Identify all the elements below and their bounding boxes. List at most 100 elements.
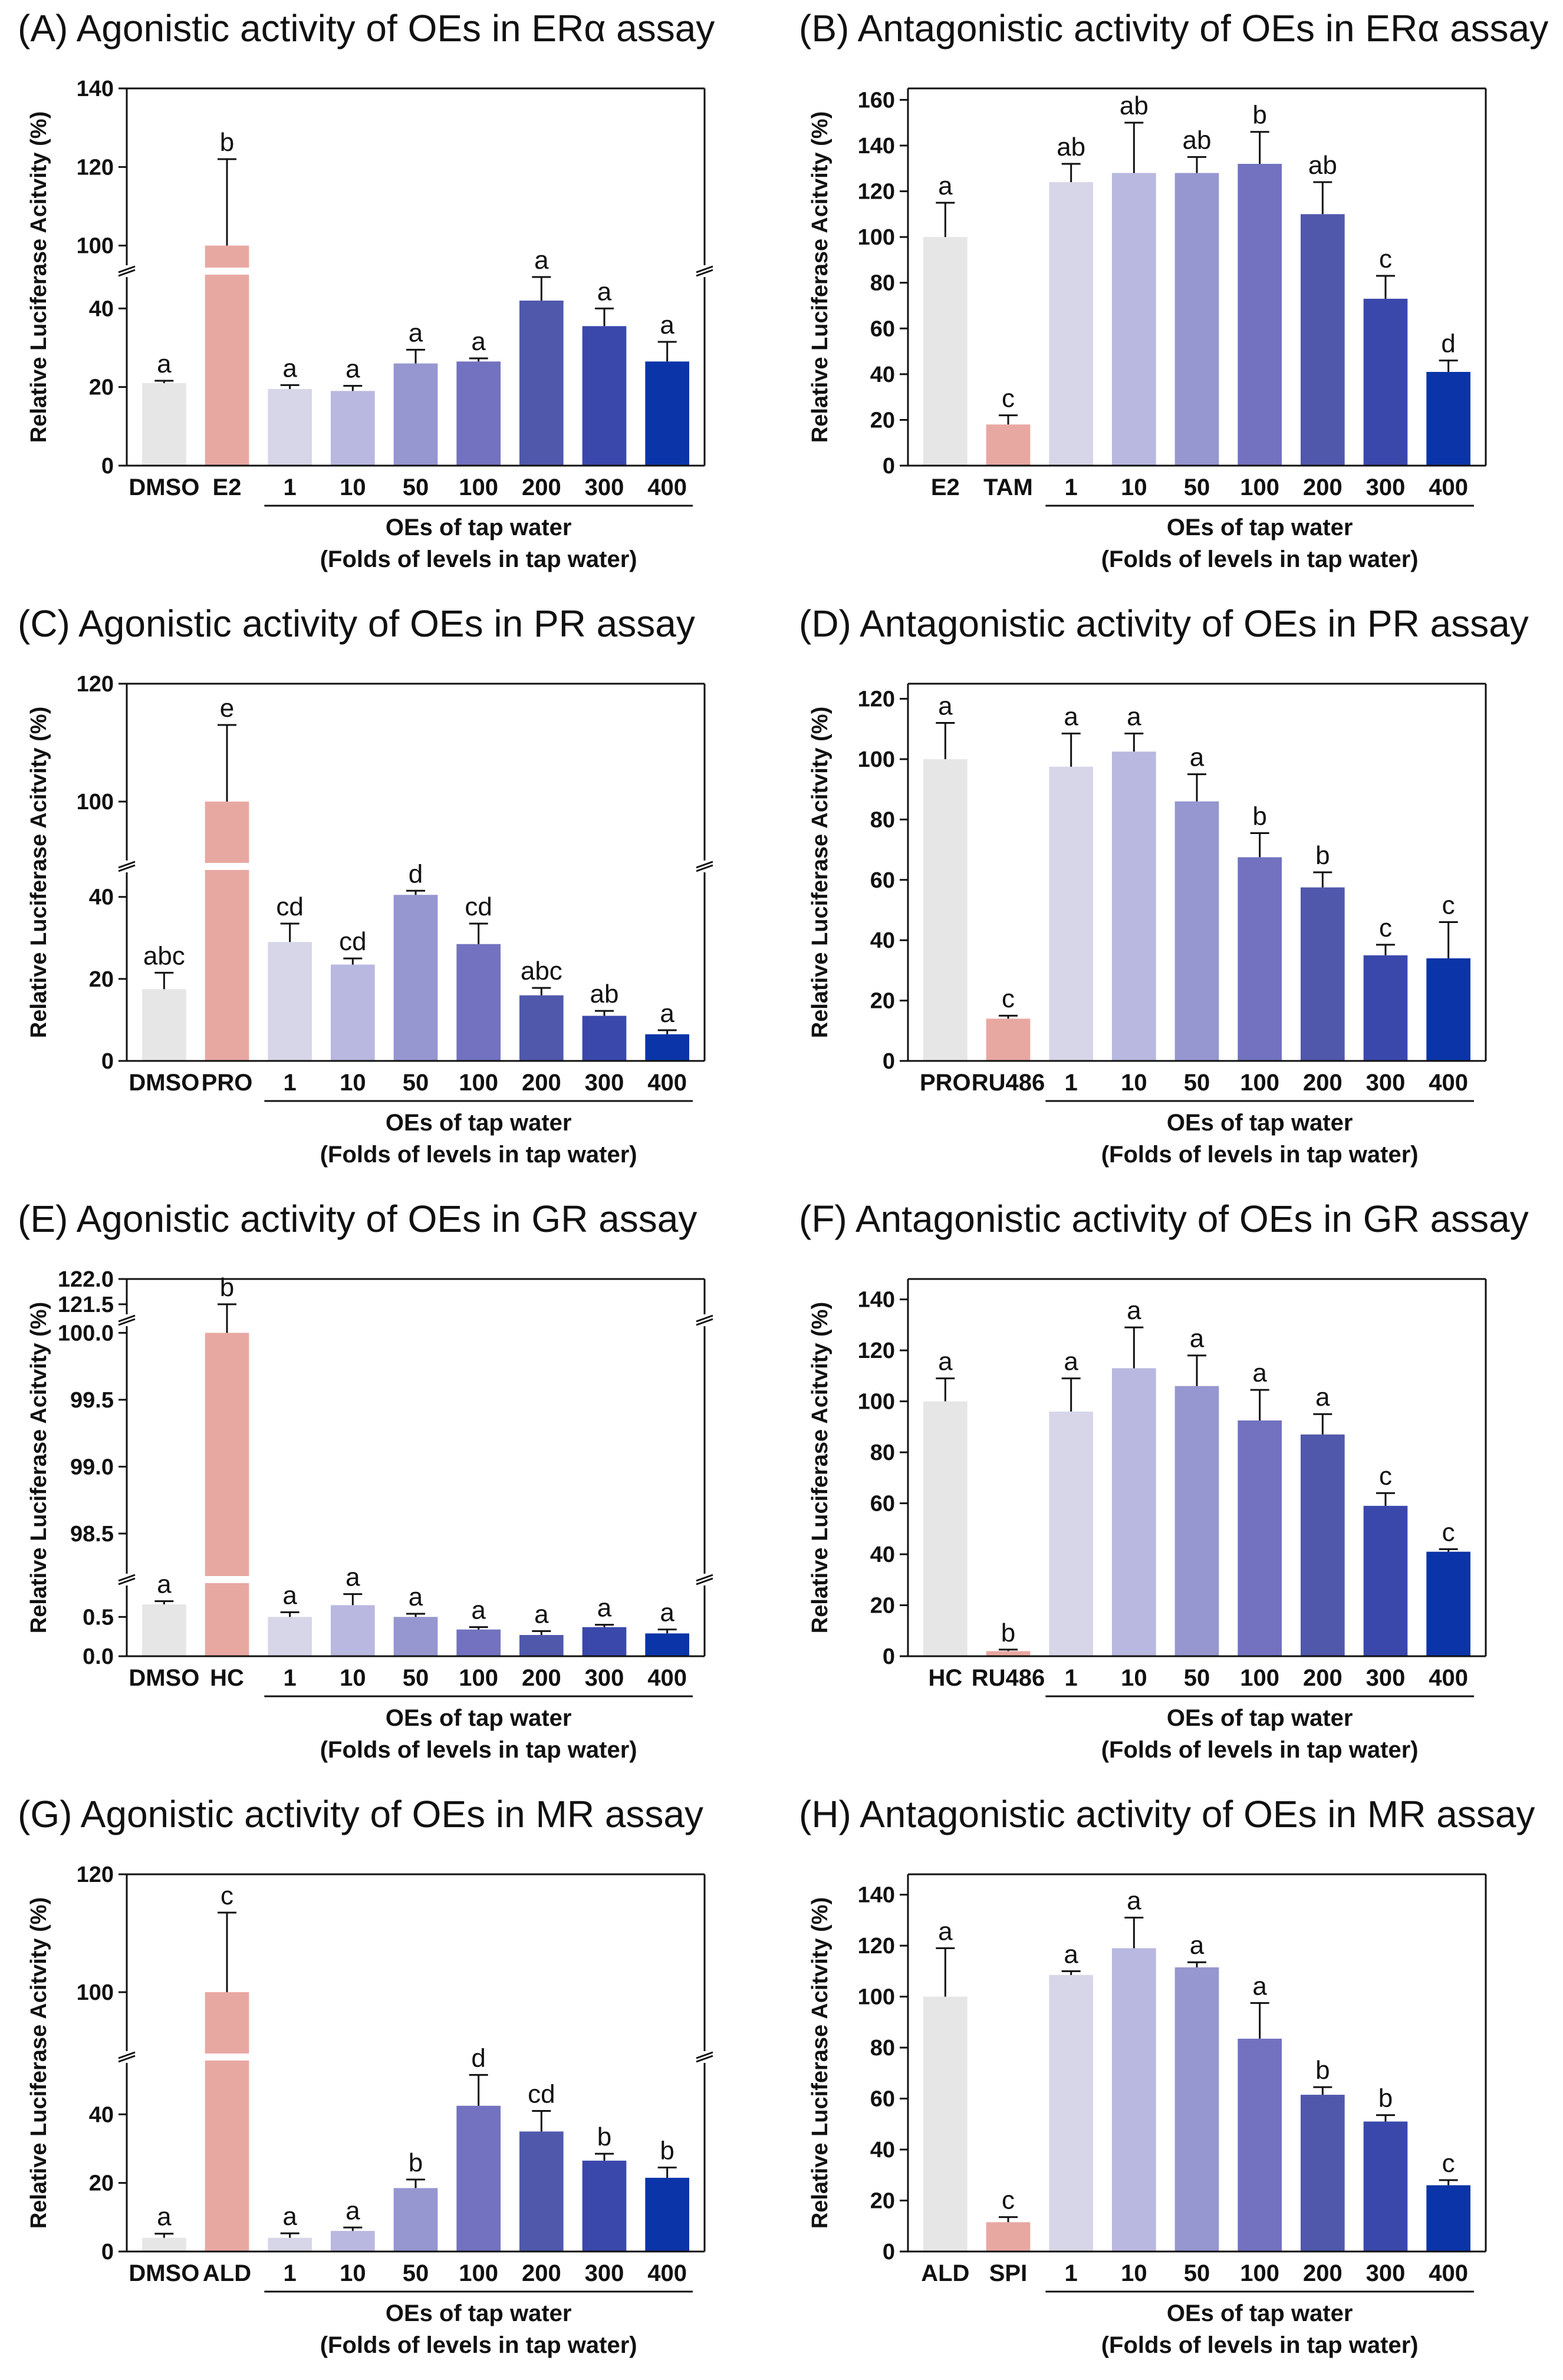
- significance-letter: b: [1315, 2056, 1330, 2085]
- axis-break-mark: [696, 269, 713, 277]
- x-tick-label: 10: [340, 474, 366, 500]
- significance-letter: b: [220, 128, 234, 157]
- significance-letter: ab: [1057, 133, 1085, 161]
- significance-letter: c: [1442, 891, 1455, 919]
- x-tick-label: 10: [340, 2260, 366, 2286]
- significance-letter: a: [157, 1570, 172, 1599]
- significance-letter: a: [534, 1600, 549, 1629]
- significance-letter: a: [1252, 1359, 1267, 1387]
- y-tick-label: 20: [89, 2171, 114, 2196]
- significance-letter: c: [1379, 1462, 1392, 1491]
- y-axis-label: Relative Luciferase Acitvity (%): [27, 111, 51, 443]
- bar-100: [1238, 1420, 1282, 1656]
- x-tick-label: 200: [1303, 1070, 1342, 1096]
- x-tick-label: 200: [1303, 1665, 1342, 1691]
- bar-400: [645, 1034, 689, 1061]
- y-tick-label: 60: [870, 2087, 895, 2112]
- y-tick-label: 160: [858, 88, 895, 113]
- y-tick-label: 60: [870, 317, 895, 341]
- bar-ALD: [923, 1996, 968, 2252]
- axis-break-mark: [696, 1574, 713, 1582]
- significance-letter: c: [1002, 984, 1015, 1013]
- bar-200: [519, 1635, 564, 1656]
- significance-letter: a: [471, 327, 486, 356]
- significance-letter: b: [1252, 802, 1266, 830]
- y-tick-label: 60: [870, 1492, 895, 1517]
- y-tick-label: 100: [77, 234, 114, 259]
- x-tick-label: 1: [1065, 474, 1078, 500]
- bar-400: [1426, 1551, 1470, 1656]
- x-tick-label: 10: [1121, 2260, 1147, 2286]
- y-axis-label: Relative Luciferase Acitvity (%): [27, 1302, 51, 1633]
- x-tick-label: 50: [403, 474, 429, 500]
- y-tick-label: 120: [77, 1863, 114, 1887]
- y-tick-label: 80: [870, 1440, 895, 1465]
- y-axis-label: Relative Luciferase Acitvity (%): [808, 707, 832, 1038]
- y-tick-label: 20: [870, 989, 895, 1014]
- chart-panel-d: (D) Antagonistic activity of OEs in PR a…: [781, 595, 1562, 1185]
- chart-title: (A) Agonistic activity of OEs in ERα ass…: [18, 7, 715, 50]
- bar-300: [1363, 2121, 1408, 2252]
- axis-break-mark: [118, 1318, 136, 1326]
- y-tick-label: 140: [858, 1288, 895, 1313]
- x-tick-label: 300: [1366, 1665, 1406, 1691]
- bar-E2: [205, 245, 249, 466]
- y-tick-label: 0: [883, 2240, 895, 2264]
- axis-break-mark: [118, 1574, 136, 1582]
- x-tick-label: 1: [284, 2260, 297, 2286]
- y-tick-label: 100: [77, 1980, 114, 2005]
- y-tick-label: 140: [77, 77, 114, 101]
- significance-letter: a: [345, 355, 360, 384]
- significance-letter: d: [1441, 329, 1455, 358]
- x-tick-label: 1: [284, 474, 297, 500]
- significance-letter: ab: [1183, 126, 1212, 154]
- x-tick-label: 100: [459, 1665, 498, 1691]
- y-tick-label: 20: [870, 1594, 895, 1618]
- significance-letter: d: [471, 2043, 485, 2072]
- x-tick-label: 400: [1429, 1665, 1468, 1691]
- axis-break-mark: [118, 1314, 136, 1323]
- bar-200: [1301, 1434, 1345, 1656]
- y-tick-label: 120: [77, 672, 114, 697]
- x-tick-label: 50: [1184, 2260, 1210, 2286]
- significance-letter: a: [597, 1594, 612, 1623]
- significance-letter: a: [1127, 1296, 1141, 1325]
- bar-50: [1174, 1386, 1219, 1656]
- significance-letter: abc: [521, 957, 562, 985]
- bar-PRO: [205, 802, 249, 1061]
- significance-letter: a: [534, 246, 549, 275]
- significance-letter: a: [660, 999, 674, 1028]
- bar-400: [1426, 2185, 1470, 2252]
- x-tick-label: 200: [522, 1665, 561, 1691]
- bar-DMSO: [142, 2237, 186, 2252]
- y-tick-label: 0.5: [83, 1605, 114, 1630]
- y-tick-label: 0: [101, 2240, 114, 2264]
- bar-100: [456, 1629, 501, 1656]
- significance-letter: a: [345, 1563, 360, 1592]
- group-label: OEs of tap water: [1167, 2300, 1353, 2326]
- significance-letter: a: [938, 1917, 953, 1946]
- y-axis-label: Relative Luciferase Acitvity (%): [27, 1897, 51, 2229]
- group-sublabel: (Folds of levels in tap water): [1101, 1142, 1419, 1168]
- x-tick-label: 400: [1429, 1070, 1468, 1096]
- x-tick-label: 10: [1121, 474, 1147, 500]
- y-tick-label: 0: [883, 1049, 895, 1074]
- bar-50: [393, 895, 438, 1061]
- bar-HC: [205, 1333, 249, 1656]
- significance-letter: b: [1378, 2084, 1393, 2113]
- bar-100: [1238, 857, 1282, 1061]
- bar-400: [1426, 371, 1470, 466]
- significance-letter: a: [938, 1347, 953, 1376]
- x-tick-label: 400: [647, 474, 687, 500]
- x-tick-label: 300: [1366, 474, 1406, 500]
- significance-letter: a: [1190, 1324, 1205, 1353]
- significance-letter: b: [409, 2148, 423, 2177]
- bar-300: [582, 1016, 627, 1061]
- group-label: OEs of tap water: [1167, 1705, 1353, 1731]
- y-axis-label: Relative Luciferase Acitvity (%): [808, 1302, 832, 1633]
- chart-title: (E) Agonistic activity of OEs in GR assa…: [18, 1198, 697, 1240]
- bar-300: [1363, 298, 1408, 466]
- group-sublabel: (Folds of levels in tap water): [320, 546, 637, 572]
- chart-svg: (E) Agonistic activity of OEs in GR assa…: [18, 1198, 713, 1763]
- x-tick-label: 50: [403, 1070, 429, 1096]
